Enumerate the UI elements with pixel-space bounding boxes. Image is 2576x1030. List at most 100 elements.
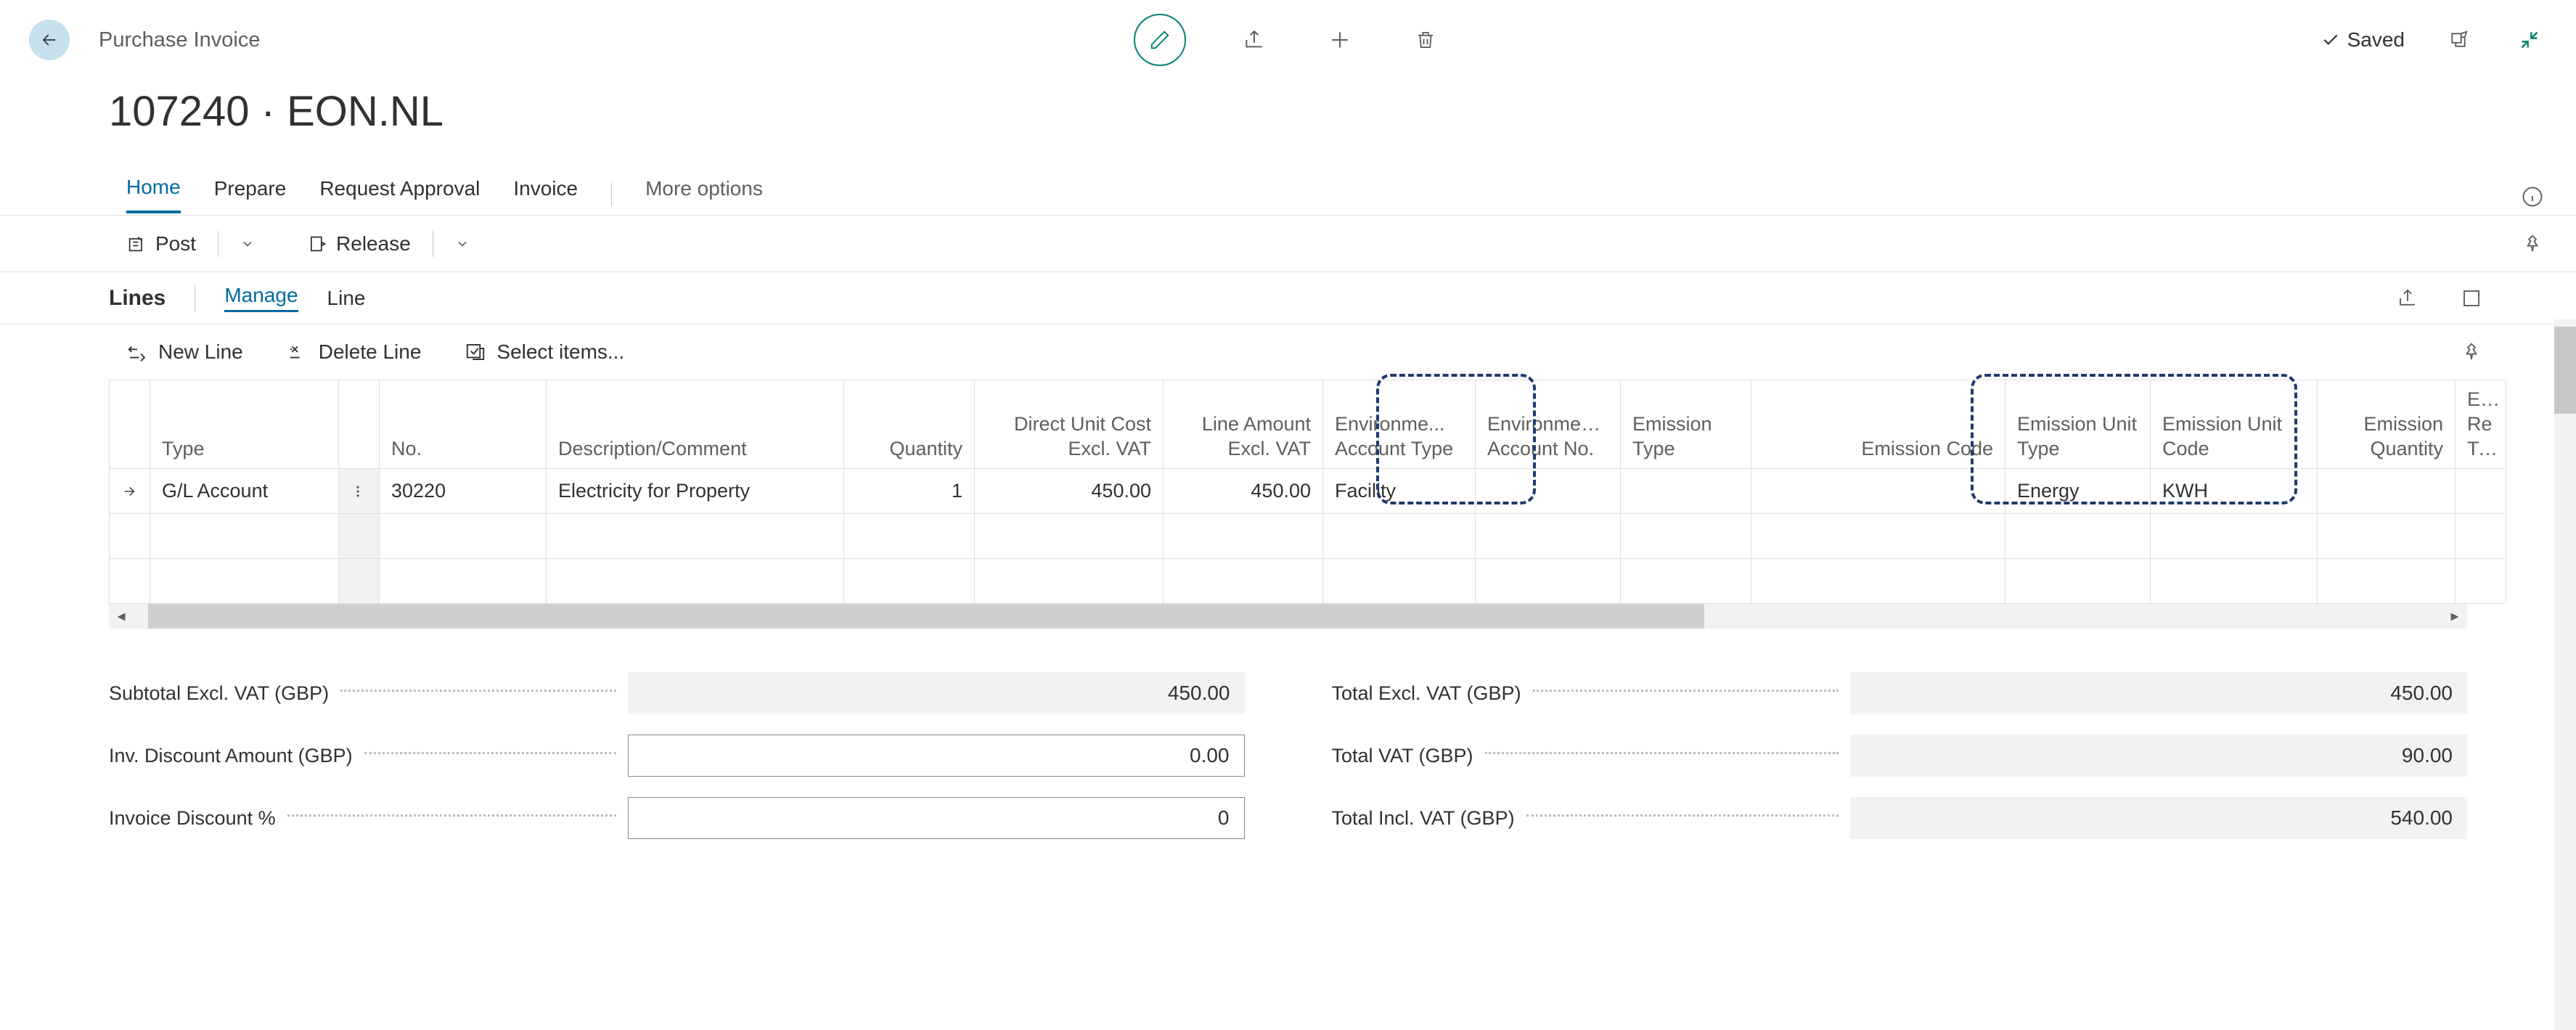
- delete-button[interactable]: [1408, 23, 1443, 57]
- total-label: Total VAT (GBP): [1332, 745, 1473, 767]
- col-line-amount[interactable]: Line Amount Excl. VAT: [1164, 380, 1323, 469]
- release-action[interactable]: Release: [307, 232, 411, 256]
- cell-emission-code[interactable]: [1751, 469, 2005, 514]
- lines-pin-button[interactable]: [2454, 335, 2489, 369]
- lines-share-button[interactable]: [2390, 281, 2425, 316]
- popout-button[interactable]: [2441, 23, 2476, 57]
- row-selector[interactable]: [110, 469, 150, 514]
- post-icon: [126, 234, 147, 254]
- cell-desc[interactable]: Electricity for Property: [547, 469, 844, 514]
- col-emission-type[interactable]: Emission Type: [1621, 380, 1751, 469]
- total-row-incl-vat: Total Incl. VAT (GBP): [1332, 797, 2468, 839]
- edit-button[interactable]: [1134, 14, 1186, 66]
- new-button[interactable]: [1322, 23, 1357, 57]
- scroll-thumb[interactable]: [148, 604, 1704, 629]
- cell-emission-type[interactable]: [1621, 469, 1751, 514]
- cell-line-amount[interactable]: 450.00: [1164, 469, 1323, 514]
- pin-button[interactable]: [2515, 226, 2550, 261]
- scroll-right-arrow[interactable]: ►: [2442, 609, 2467, 624]
- grid-row-empty[interactable]: [110, 514, 2506, 559]
- check-icon: [2321, 30, 2340, 49]
- row-menu[interactable]: [339, 469, 380, 514]
- total-label: Total Excl. VAT (GBP): [1332, 682, 1521, 705]
- col-qty[interactable]: Quantity: [844, 380, 975, 469]
- vscroll-thumb[interactable]: [2554, 327, 2576, 414]
- chevron-down-icon[interactable]: [240, 237, 255, 251]
- select-items-icon: [465, 341, 486, 363]
- tab-more-options[interactable]: More options: [645, 177, 763, 212]
- select-items-label: Select items...: [496, 340, 624, 364]
- cell-no[interactable]: 30220: [380, 469, 547, 514]
- col-env-acct-no[interactable]: Environmental Account No.: [1476, 380, 1621, 469]
- dots: [287, 814, 616, 817]
- col-unit-cost[interactable]: Direct Unit Cost Excl. VAT: [975, 380, 1164, 469]
- release-icon: [307, 234, 327, 254]
- cell-emission-unit-type[interactable]: Energy: [2005, 469, 2151, 514]
- cell-emission-qty[interactable]: [2318, 469, 2456, 514]
- arrow-right-icon: [121, 483, 137, 499]
- col-type[interactable]: Type: [150, 380, 339, 469]
- col-emission-code[interactable]: Emission Code: [1751, 380, 2005, 469]
- share-icon: [1243, 28, 1266, 52]
- grid-row[interactable]: G/L Account 30220 Electricity for Proper…: [110, 469, 2506, 514]
- cell-last[interactable]: [2456, 469, 2506, 514]
- dots: [1526, 814, 1839, 817]
- cell-type[interactable]: G/L Account: [150, 469, 339, 514]
- info-button[interactable]: [2515, 179, 2550, 214]
- new-line-icon: [126, 341, 148, 363]
- tab-prepare[interactable]: Prepare: [214, 177, 287, 212]
- new-line-label: New Line: [158, 340, 243, 364]
- total-row-subtotal: Subtotal Excl. VAT (GBP): [109, 672, 1245, 714]
- total-vat-field: [1850, 735, 2467, 777]
- delete-line-action[interactable]: Delete Line: [287, 340, 422, 364]
- total-row-discount-amt: Inv. Discount Amount (GBP): [109, 735, 1245, 777]
- cell-unit-cost[interactable]: 450.00: [975, 469, 1164, 514]
- new-line-action[interactable]: New Line: [126, 340, 243, 364]
- total-label: Total Incl. VAT (GBP): [1332, 807, 1515, 830]
- pencil-icon: [1149, 29, 1171, 51]
- col-emission-unit-type[interactable]: Emission Unit Type: [2005, 380, 2151, 469]
- post-action[interactable]: Post: [126, 232, 196, 256]
- col-emission-qty[interactable]: Emission Quantity: [2318, 380, 2456, 469]
- cell-qty[interactable]: 1: [844, 469, 975, 514]
- col-menu: [339, 380, 380, 469]
- expand-icon: [2461, 287, 2482, 309]
- cell-env-acct-type[interactable]: Facility: [1323, 469, 1476, 514]
- back-button[interactable]: [29, 20, 70, 60]
- entity-type-label: Purchase Invoice: [99, 28, 260, 52]
- vertical-scrollbar[interactable]: [2554, 319, 2576, 1030]
- tab-invoice[interactable]: Invoice: [513, 177, 578, 212]
- lines-tab-manage[interactable]: Manage: [224, 284, 298, 312]
- scroll-left-arrow[interactable]: ◄: [109, 609, 134, 624]
- col-no[interactable]: No.: [380, 380, 547, 469]
- col-emission-unit-code[interactable]: Emission Unit Code: [2151, 380, 2318, 469]
- collapse-button[interactable]: [2512, 23, 2547, 57]
- chevron-down-icon[interactable]: [455, 237, 470, 251]
- col-env-acct-type[interactable]: Environme... Account Type: [1323, 380, 1476, 469]
- page-title: 107240 · EON.NL: [109, 87, 2467, 136]
- action-bar: Post Release: [0, 216, 2576, 272]
- cell-env-acct-no[interactable]: [1476, 469, 1621, 514]
- tab-home[interactable]: Home: [126, 176, 181, 213]
- cell-emission-unit-code[interactable]: KWH: [2151, 469, 2318, 514]
- total-excl-vat-field: [1850, 672, 2467, 714]
- topbar: Purchase Invoice Saved: [0, 0, 2576, 80]
- share-icon: [2397, 287, 2418, 309]
- dots: [1533, 690, 1839, 692]
- grid-row-empty[interactable]: [110, 559, 2506, 604]
- grid-table: Type No. Description/Comment Quantity Di…: [109, 380, 2506, 604]
- col-desc[interactable]: Description/Comment: [547, 380, 844, 469]
- tab-request-approval[interactable]: Request Approval: [319, 177, 480, 212]
- total-row-vat: Total VAT (GBP): [1332, 735, 2468, 777]
- share-button[interactable]: [1237, 23, 1272, 57]
- total-row-excl-vat: Total Excl. VAT (GBP): [1332, 672, 2468, 714]
- dots: [1485, 752, 1839, 754]
- select-items-action[interactable]: Select items...: [465, 340, 624, 364]
- discount-amount-field[interactable]: [628, 735, 1245, 777]
- horizontal-scrollbar[interactable]: ◄ ►: [109, 604, 2467, 629]
- col-last[interactable]: Em Re Typ: [2456, 380, 2506, 469]
- lines-tab-line[interactable]: Line: [327, 287, 366, 310]
- lines-expand-button[interactable]: [2454, 281, 2489, 316]
- discount-percent-field[interactable]: [628, 797, 1245, 839]
- line-actions: New Line Delete Line Select items...: [0, 324, 2576, 380]
